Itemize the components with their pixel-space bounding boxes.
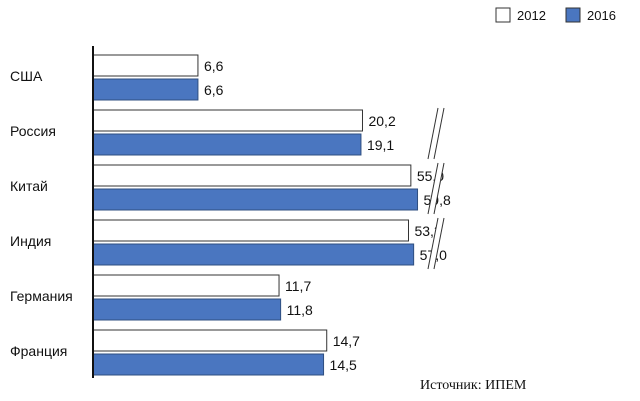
bar-2016: [92, 243, 415, 266]
bar-2012: [92, 54, 199, 77]
legend-swatch-2012: [495, 7, 511, 23]
bars-group: 6,66,620,219,155,059,853,357,011,711,814…: [92, 54, 451, 376]
bar-2016: [92, 188, 419, 211]
category-labels: США Россия Китай Индия Германия Франция: [10, 68, 73, 359]
bar-2012: [92, 329, 328, 352]
value-label: 14,5: [330, 357, 357, 373]
value-label: 11,7: [285, 278, 311, 294]
legend-label-2012: 2012: [517, 8, 546, 23]
category-label: Индия: [10, 233, 51, 249]
value-label: 19,1: [367, 137, 394, 153]
value-label: 14,7: [333, 333, 360, 349]
axis-break-mark: [433, 162, 445, 215]
axis-break-mark: [427, 162, 439, 215]
bar-2016: [92, 78, 199, 101]
axis-break-gap: [428, 108, 444, 159]
bar-2016: [92, 353, 325, 376]
axis-break-gap: [428, 163, 444, 214]
value-label: 20,2: [368, 113, 395, 129]
category-label: Китай: [10, 178, 48, 194]
bar-2012: [92, 164, 412, 187]
category-label: Германия: [10, 288, 73, 304]
bar-2012: [92, 109, 363, 132]
category-label: США: [10, 68, 43, 84]
legend: 2012 2016: [495, 7, 616, 23]
axis-break-mark: [427, 217, 439, 270]
axis-break-mark: [433, 107, 445, 160]
source-note: Источник: ИПЕМ: [420, 378, 527, 393]
legend-swatch-2016: [565, 7, 581, 23]
axis-break-mark: [433, 217, 445, 270]
value-label: 6,6: [204, 82, 224, 98]
axis-break-mark: [427, 107, 439, 160]
bar-2016: [92, 133, 362, 156]
bar-2016: [92, 298, 282, 321]
value-label: 6,6: [204, 58, 224, 74]
bar-2012: [92, 274, 280, 297]
category-label: Россия: [10, 123, 56, 139]
axis-break-gap: [428, 218, 444, 269]
value-label: 11,8: [287, 302, 313, 318]
bar-2012: [92, 219, 409, 242]
category-label: Франция: [10, 343, 67, 359]
legend-label-2016: 2016: [587, 8, 616, 23]
